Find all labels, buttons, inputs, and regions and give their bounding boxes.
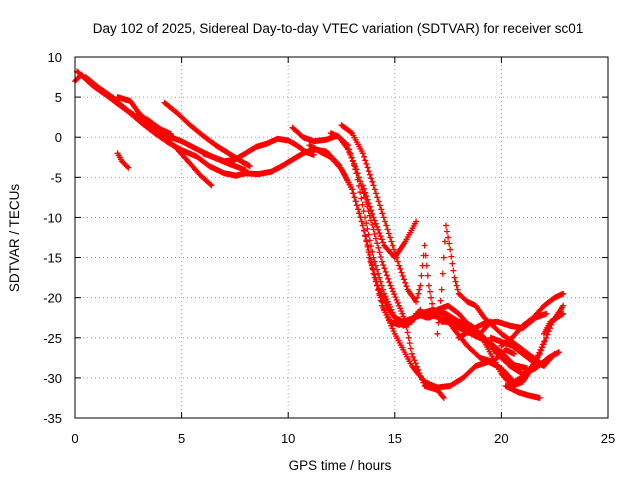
y-axis-label: SDTVAR / TECUs bbox=[7, 184, 22, 293]
data-point-markers bbox=[114, 150, 132, 171]
series-arc-17 bbox=[425, 309, 518, 365]
x-tick-label: 0 bbox=[71, 431, 78, 446]
y-tick-label: -15 bbox=[43, 251, 62, 266]
y-tick-label: -10 bbox=[43, 210, 62, 225]
x-tick-label: 20 bbox=[494, 431, 508, 446]
grid bbox=[75, 57, 608, 418]
x-tick-label: 5 bbox=[178, 431, 185, 446]
series-arc-23 bbox=[366, 254, 424, 329]
series-arc-3 bbox=[82, 74, 240, 179]
data-point-markers bbox=[425, 309, 518, 365]
y-tick-label: 5 bbox=[55, 90, 62, 105]
data-point-markers bbox=[359, 182, 420, 261]
data-point-markers bbox=[366, 254, 424, 329]
data-point-markers bbox=[289, 124, 530, 372]
x-tick-label: 15 bbox=[388, 431, 402, 446]
data-points bbox=[72, 68, 567, 401]
data-point-markers bbox=[498, 290, 567, 349]
series-arc-13 bbox=[359, 182, 420, 261]
y-tick-label: -5 bbox=[50, 170, 62, 185]
data-point-markers bbox=[136, 114, 177, 141]
series-arc-8 bbox=[199, 135, 317, 165]
axis-ticks: 0 5 10 15 20 25 10 5 0 -5 -10 -15 -20 -25 -30 -35 bbox=[43, 50, 615, 446]
series-arc-21 bbox=[541, 310, 567, 337]
x-tick-label: 25 bbox=[601, 431, 615, 446]
series-arc-12 bbox=[327, 130, 447, 401]
data-point-markers bbox=[502, 382, 543, 401]
data-point-markers bbox=[327, 130, 447, 401]
x-axis-label: GPS time / hours bbox=[289, 458, 392, 473]
y-tick-label: 10 bbox=[48, 50, 62, 65]
series-arc-22 bbox=[498, 290, 567, 349]
data-point-markers bbox=[199, 135, 317, 165]
plot-frame bbox=[74, 56, 609, 419]
series-arc-20 bbox=[502, 382, 543, 401]
y-tick-label: -30 bbox=[43, 371, 62, 386]
data-point-markers bbox=[161, 99, 253, 170]
data-point-markers bbox=[82, 74, 240, 179]
y-tick-label: -35 bbox=[43, 411, 62, 426]
y-tick-label: -25 bbox=[43, 331, 62, 346]
y-tick-label: 0 bbox=[55, 130, 62, 145]
series-arc-4 bbox=[114, 150, 132, 171]
x-tick-label: 10 bbox=[281, 431, 295, 446]
chart-title: Day 102 of 2025, Sidereal Day-to-day VTE… bbox=[93, 21, 583, 36]
series-arc-10 bbox=[289, 124, 530, 372]
series-arc-6 bbox=[136, 114, 177, 141]
y-tick-label: -20 bbox=[43, 291, 62, 306]
series-arc-7 bbox=[161, 99, 253, 170]
data-point-markers bbox=[541, 310, 567, 337]
